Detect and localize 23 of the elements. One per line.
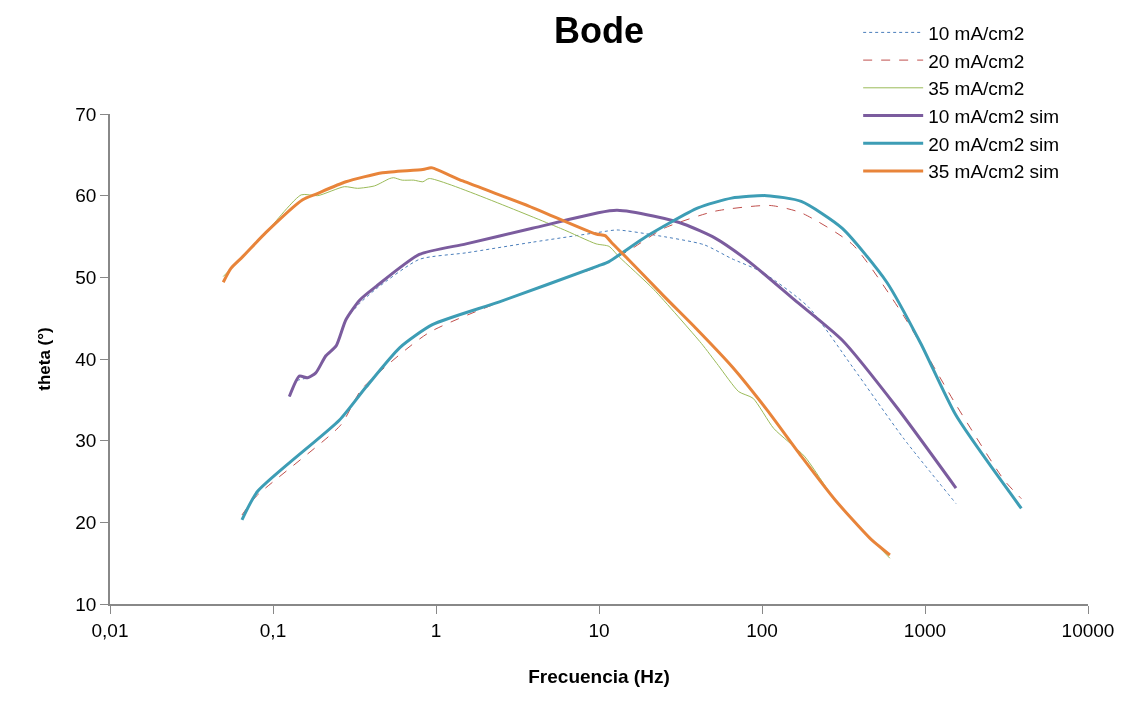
y-tick-label: 10 — [75, 593, 97, 615]
chart-title: Bode — [554, 10, 644, 52]
legend-label: 10 mA/cm2 — [928, 22, 1025, 44]
x-tick-label: 0,1 — [259, 619, 287, 641]
x-tick-label: 1 — [430, 619, 442, 641]
y-tick-label: 20 — [75, 511, 97, 533]
legend-label: 10 mA/cm2 sim — [928, 105, 1060, 127]
x-tick-label: 0,01 — [91, 619, 129, 641]
x-tick-label: 10000 — [1061, 619, 1115, 641]
legend-label: 35 mA/cm2 sim — [928, 161, 1060, 183]
legend-label: 20 mA/cm2 — [928, 50, 1025, 72]
y-axis-title: theta (°) — [35, 327, 55, 391]
legend-label: 20 mA/cm2 sim — [928, 133, 1060, 155]
x-tick-label: 100 — [746, 619, 778, 641]
legend-label: 35 mA/cm2 — [928, 78, 1025, 100]
y-tick-label: 70 — [75, 103, 97, 125]
x-tick-label: 1000 — [903, 619, 947, 641]
y-tick-label: 40 — [75, 348, 97, 370]
x-axis-title: Frecuencia (Hz) — [528, 665, 670, 687]
x-tick-label: 10 — [588, 619, 610, 641]
y-tick-label: 30 — [75, 430, 97, 452]
y-tick-label: 60 — [75, 185, 97, 207]
y-tick-label: 50 — [75, 266, 97, 288]
